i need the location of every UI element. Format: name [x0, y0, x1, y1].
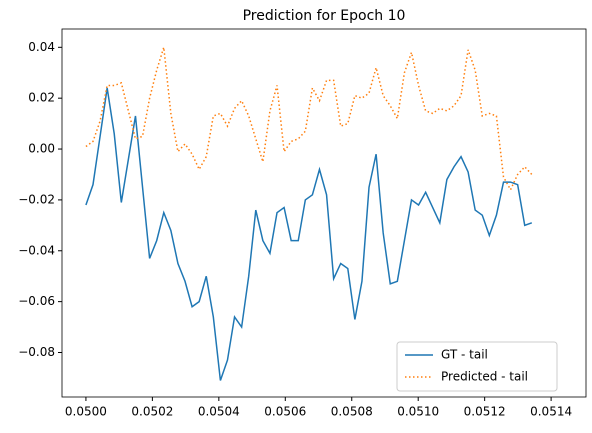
legend-label: Predicted - tail [441, 370, 528, 384]
data-line [85, 87, 533, 381]
y-tick-label: −0.04 [18, 243, 55, 257]
x-tick-label: 0.0514 [530, 405, 572, 419]
x-tick-label: 0.0500 [65, 405, 107, 419]
legend: GT - tail Predicted - tail [396, 341, 558, 392]
x-tick-label: 0.0512 [464, 405, 506, 419]
y-tick-label: 0.00 [28, 142, 55, 156]
x-tick-label: 0.0508 [331, 405, 373, 419]
data-line [85, 47, 533, 192]
legend-box [396, 341, 558, 392]
y-tick-label: −0.02 [18, 192, 55, 206]
x-tick-label: 0.0506 [264, 405, 306, 419]
plot-frame [61, 28, 587, 398]
legend-label: GT - tail [441, 348, 488, 362]
x-tick-label: 0.0502 [131, 405, 173, 419]
x-tick-label: 0.0504 [198, 405, 240, 419]
y-tick-label: 0.02 [28, 91, 55, 105]
chart-title: Prediction for Epoch 10 [243, 8, 406, 24]
y-tick-label: −0.08 [18, 345, 55, 359]
x-tick-label: 0.0510 [397, 405, 439, 419]
y-tick-label: 0.04 [28, 40, 55, 54]
y-tick-label: −0.06 [18, 294, 55, 308]
